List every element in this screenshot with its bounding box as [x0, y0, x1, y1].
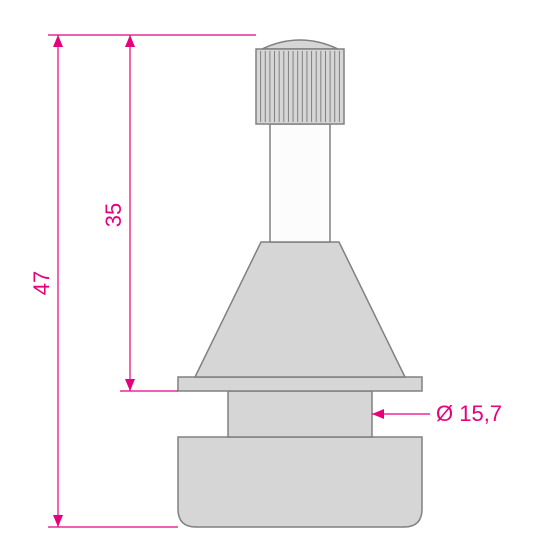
drawing-canvas: 47 35 Ø 15,7: [0, 0, 555, 555]
dim-label-35: 35: [101, 203, 127, 227]
drawing-svg: [0, 0, 555, 555]
dim-label-47: 47: [29, 271, 55, 295]
dim-label-diameter: Ø 15,7: [436, 401, 502, 427]
